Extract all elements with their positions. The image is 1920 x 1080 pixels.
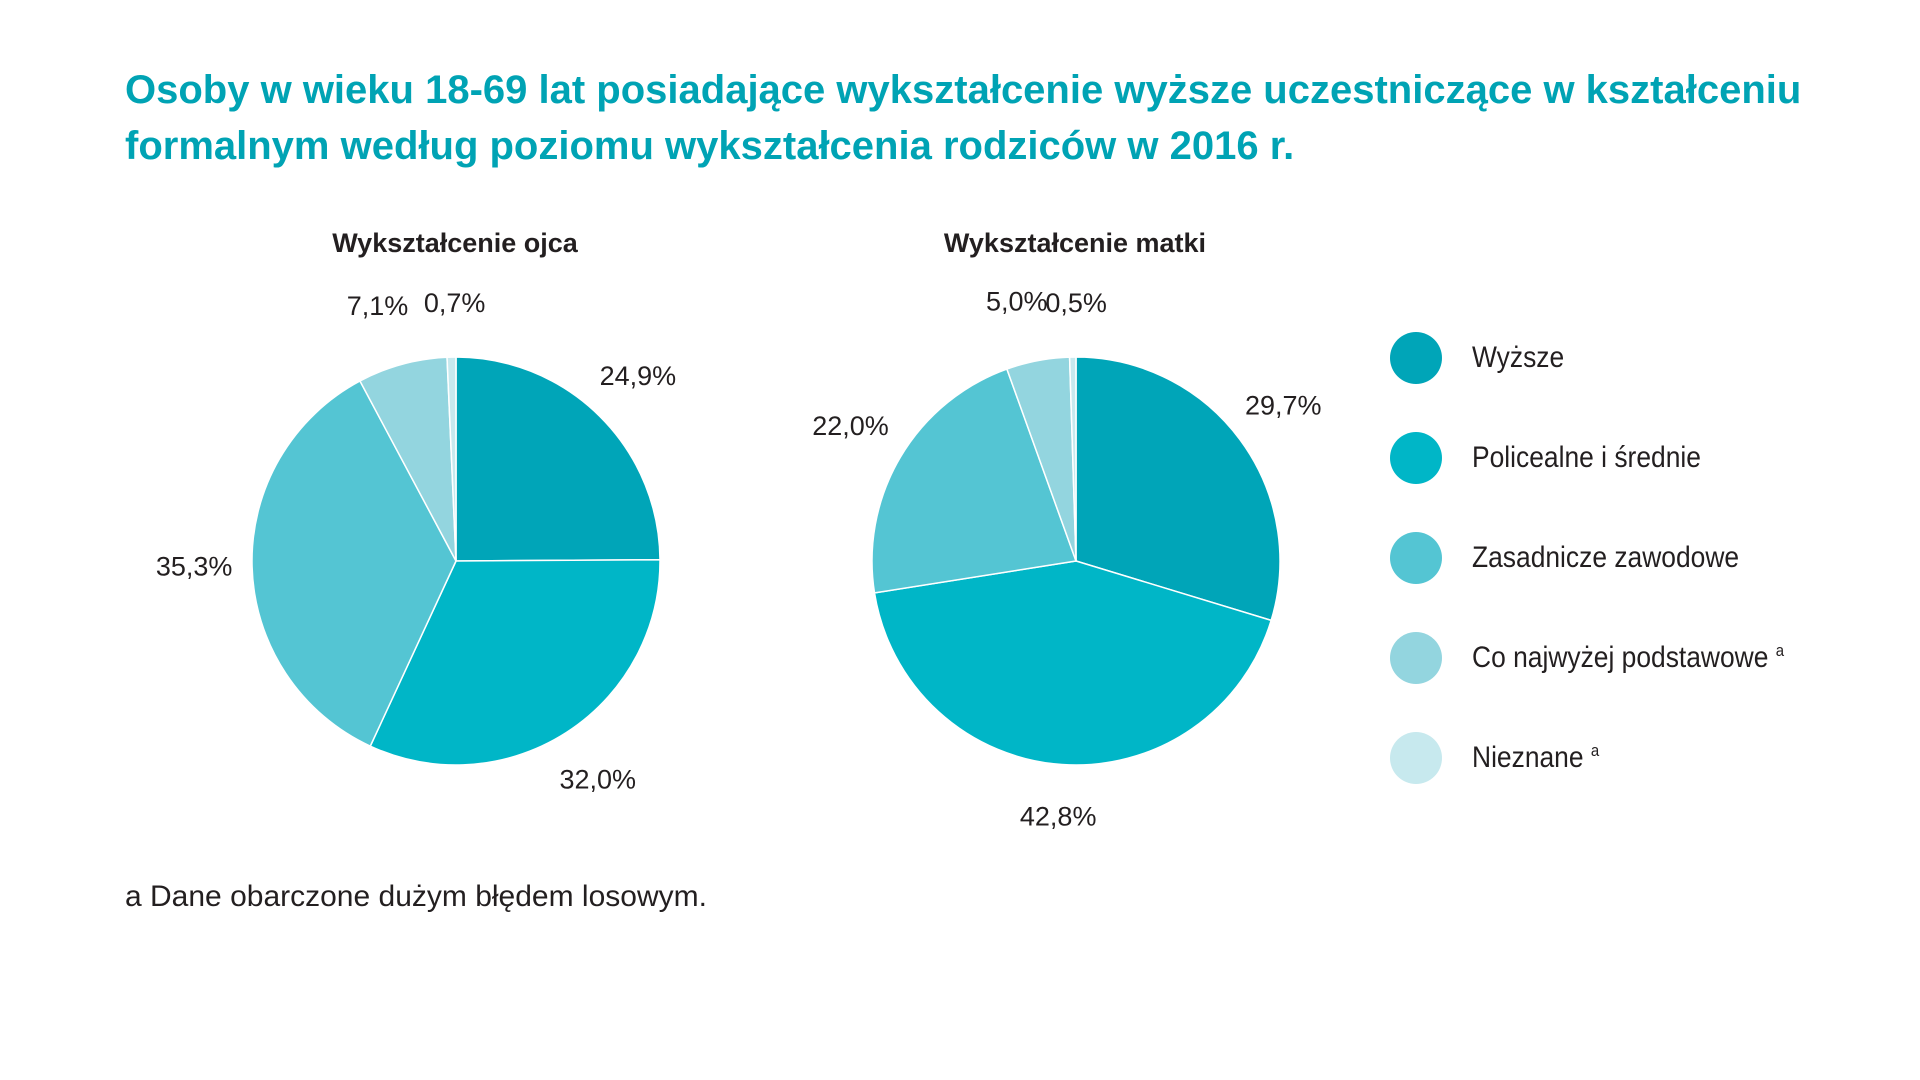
legend-footnote-mark: a: [1775, 641, 1785, 660]
legend-item-podstawowe: Co najwyżej podstawowe a: [1390, 630, 1827, 686]
pie-label-father-policealne: 32,0%: [559, 764, 636, 794]
pie-label-mother-wyzsze: 29,7%: [1245, 391, 1322, 421]
legend-swatch-nieznane: [1390, 732, 1442, 784]
pie-label-mother-podstawowe: 5,0%: [986, 287, 1048, 317]
pie-slice-mother-policealne: [873, 560, 1273, 766]
legend-item-wyzsze: Wyższe: [1390, 330, 1577, 386]
legend-label-zasadnicze: Zasadnicze zawodowe: [1472, 541, 1740, 574]
legend-swatch-podstawowe: [1390, 632, 1442, 684]
pie-label-father-wyzsze: 24,9%: [600, 361, 677, 391]
pie-slice-father-nieznane: [446, 356, 457, 562]
pie-title-mother: Wykształcenie matki: [943, 228, 1207, 258]
pie-slice-father-wyzsze: [455, 356, 661, 562]
chart-title: Osoby w wieku 18-69 lat posiadające wyks…: [125, 68, 1802, 168]
pie-slice-father-zasadnicze: [251, 379, 457, 748]
legend-label-nieznane: Nieznane: [1472, 741, 1584, 774]
pie-slice-mother-zasadnicze: [871, 368, 1078, 594]
pie-slice-father-policealne: [369, 558, 661, 766]
pie-slice-mother-nieznane: [1068, 356, 1077, 562]
pie-label-father-podstawowe: 7,1%: [347, 291, 409, 321]
pie-label-mother-zasadnicze: 22,0%: [812, 411, 889, 441]
legend-swatch-zasadnicze: [1390, 532, 1442, 584]
pie-slice-mother-wyzsze: [1075, 356, 1281, 622]
pie-label-mother-nieznane: 0,5%: [1045, 288, 1107, 318]
pie-title-father: Wykształcenie ojca: [332, 228, 578, 258]
legend-footnote-mark: a: [1590, 741, 1600, 760]
legend-item-zasadnicze: Zasadnicze zawodowe: [1390, 530, 1776, 586]
legend-label-wyzsze: Wyższe: [1472, 341, 1565, 374]
pie-label-father-zasadnicze: 35,3%: [156, 552, 233, 582]
legend-swatch-policealne: [1390, 432, 1442, 484]
legend-item-nieznane: Nieznane a: [1390, 730, 1617, 786]
pie-label-mother-policealne: 42,8%: [1020, 802, 1097, 832]
footnote: a Dane obarczone dużym błędem losowym.: [125, 880, 707, 913]
pie-label-father-nieznane: 0,7%: [424, 288, 486, 318]
legend-item-policealne: Policealne i średnie: [1390, 430, 1732, 486]
legend-label-podstawowe: Co najwyżej podstawowe: [1472, 641, 1769, 674]
legend-swatch-wyzsze: [1390, 332, 1442, 384]
legend-label-policealne: Policealne i średnie: [1472, 441, 1701, 474]
